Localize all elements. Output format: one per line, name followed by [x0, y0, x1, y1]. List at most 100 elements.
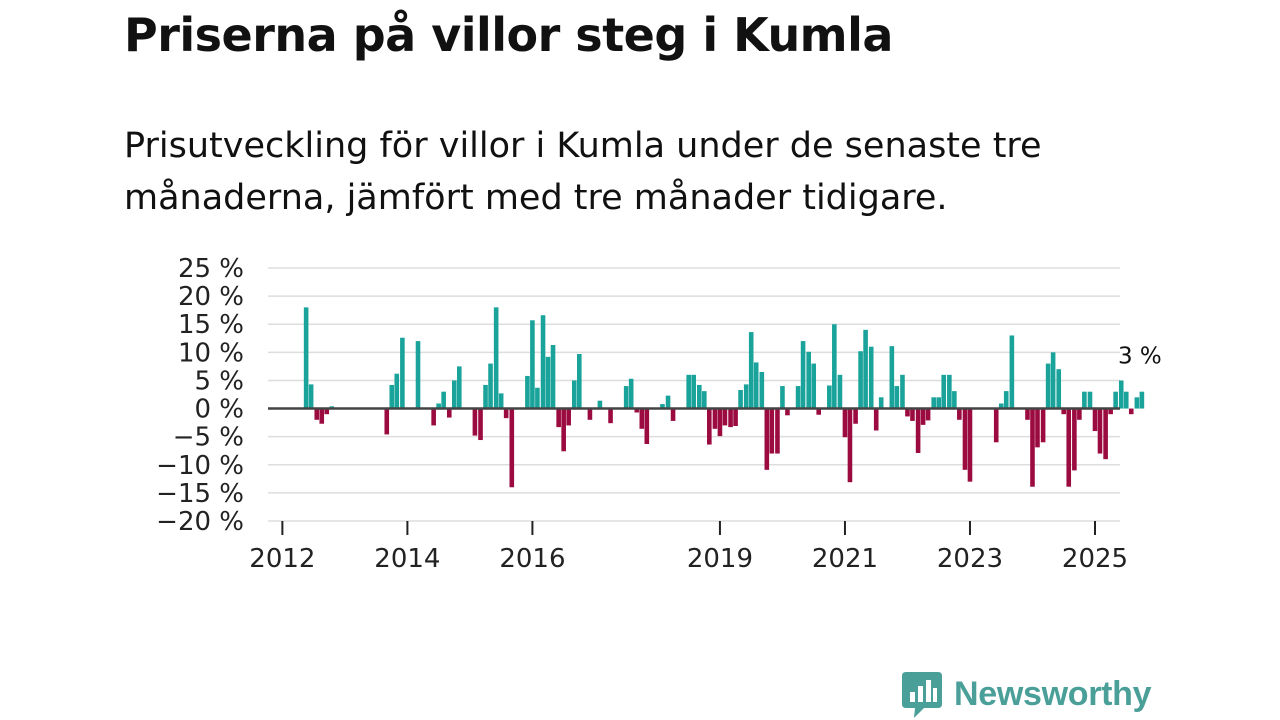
bar-negative: [910, 408, 915, 421]
x-tick-label: 2014: [374, 544, 440, 574]
bar-negative: [587, 408, 593, 420]
bar-positive: [540, 315, 546, 409]
y-tick-label: 10 %: [178, 338, 244, 368]
bar-negative: [472, 408, 478, 436]
bar-negative: [639, 408, 645, 429]
x-tick-label: 2019: [687, 544, 753, 574]
bar-positive: [900, 374, 905, 409]
bar-positive: [780, 386, 785, 409]
x-tick-label: 2021: [812, 544, 878, 574]
bar-negative: [1092, 408, 1098, 432]
bar-positive: [811, 363, 817, 409]
bar-negative: [1061, 408, 1067, 415]
bar-negative: [764, 408, 770, 470]
bar-positive: [530, 320, 535, 409]
bar-positive: [400, 337, 405, 409]
bar-positive: [827, 385, 832, 409]
bar-positive: [858, 351, 863, 409]
bar-negative: [1077, 408, 1082, 420]
bar-negative: [319, 408, 325, 424]
bar-negative: [728, 408, 733, 428]
bar-negative: [384, 408, 390, 435]
bar-positive: [623, 386, 629, 409]
bar-positive: [806, 351, 811, 409]
bar-negative: [1108, 408, 1113, 415]
bar-positive: [931, 397, 937, 409]
bar-negative: [717, 408, 723, 437]
bar-positive: [597, 400, 603, 409]
last-value-label: 3 %: [1118, 344, 1162, 370]
bar-positive: [1134, 397, 1140, 409]
bar-positive: [456, 366, 462, 409]
bar-negative: [1035, 408, 1040, 448]
bar-negative: [925, 408, 931, 421]
y-tick-label: 20 %: [178, 282, 244, 312]
bar-positive: [498, 393, 504, 409]
bar-positive: [441, 391, 446, 409]
y-axis-labels: 25 %20 %15 %10 %5 %0 %−5 %−10 %−15 %−20 …: [156, 254, 244, 537]
bar-positive: [493, 307, 499, 409]
bar-positive: [889, 346, 895, 409]
x-axis: 2012 2014 2016 2019 2021 2023 2025: [249, 521, 1128, 574]
bar-negative: [785, 408, 790, 416]
bar-positive: [795, 386, 801, 409]
bar-negative: [775, 408, 780, 454]
bar-positive: [1087, 391, 1093, 409]
bar-negative: [842, 408, 848, 438]
bar-positive: [577, 354, 582, 409]
bar-positive: [743, 384, 749, 409]
bar-positive: [394, 373, 400, 409]
bar-negative: [566, 408, 571, 426]
bar-positive: [878, 397, 884, 409]
bar-positive: [947, 374, 952, 409]
bar-negative: [314, 408, 320, 420]
bar-positive: [488, 363, 493, 409]
bar-positive: [389, 384, 395, 409]
bar-positive: [1113, 391, 1118, 409]
bar-negative: [712, 408, 718, 429]
bar-negative: [1040, 408, 1046, 443]
bar-negative: [993, 408, 999, 443]
bar-positive: [545, 356, 551, 409]
bar-positive: [832, 324, 837, 409]
y-tick-label: −20 %: [156, 507, 244, 537]
bar-positive: [308, 384, 314, 409]
bar-positive: [748, 332, 754, 409]
bar-positive: [1050, 352, 1056, 409]
bar-positive: [894, 386, 900, 409]
bar-negative: [431, 408, 436, 426]
bar-negative: [644, 408, 650, 444]
bar-positive: [1118, 380, 1124, 409]
bar-negative: [873, 408, 879, 431]
x-tick-label: 2025: [1062, 544, 1128, 574]
bar-negative: [634, 408, 640, 413]
y-tick-label: 15 %: [178, 310, 244, 340]
bar-positive: [535, 387, 540, 409]
y-tick-label: 5 %: [194, 366, 244, 396]
bar-negative: [816, 408, 822, 415]
bar-negative: [707, 408, 712, 445]
brand-name: Newsworthy: [954, 674, 1152, 713]
bar-negative: [670, 408, 676, 421]
y-tick-label: 25 %: [178, 254, 244, 284]
bar-positive: [550, 345, 556, 409]
bar-positive: [691, 374, 696, 409]
bar-negative: [847, 408, 853, 483]
page-subtitle: Prisutveckling för villor i Kumla under …: [124, 126, 1042, 218]
y-tick-label: 0 %: [194, 395, 244, 425]
newsworthy-logo-icon: [902, 672, 942, 718]
bar-negative: [722, 408, 728, 426]
bar-positive: [1045, 363, 1051, 409]
bar-negative: [509, 408, 515, 488]
newsworthy-brand: Newsworthy: [902, 668, 1152, 720]
bar-negative: [853, 408, 858, 424]
bar-negative: [920, 408, 926, 425]
bar-positive: [936, 397, 942, 409]
bar-positive: [628, 378, 634, 409]
bar-negative: [957, 408, 962, 420]
bar-negative: [1128, 408, 1134, 415]
bars: [303, 307, 1145, 488]
bar-positive: [436, 403, 441, 409]
bar-positive: [702, 391, 707, 409]
